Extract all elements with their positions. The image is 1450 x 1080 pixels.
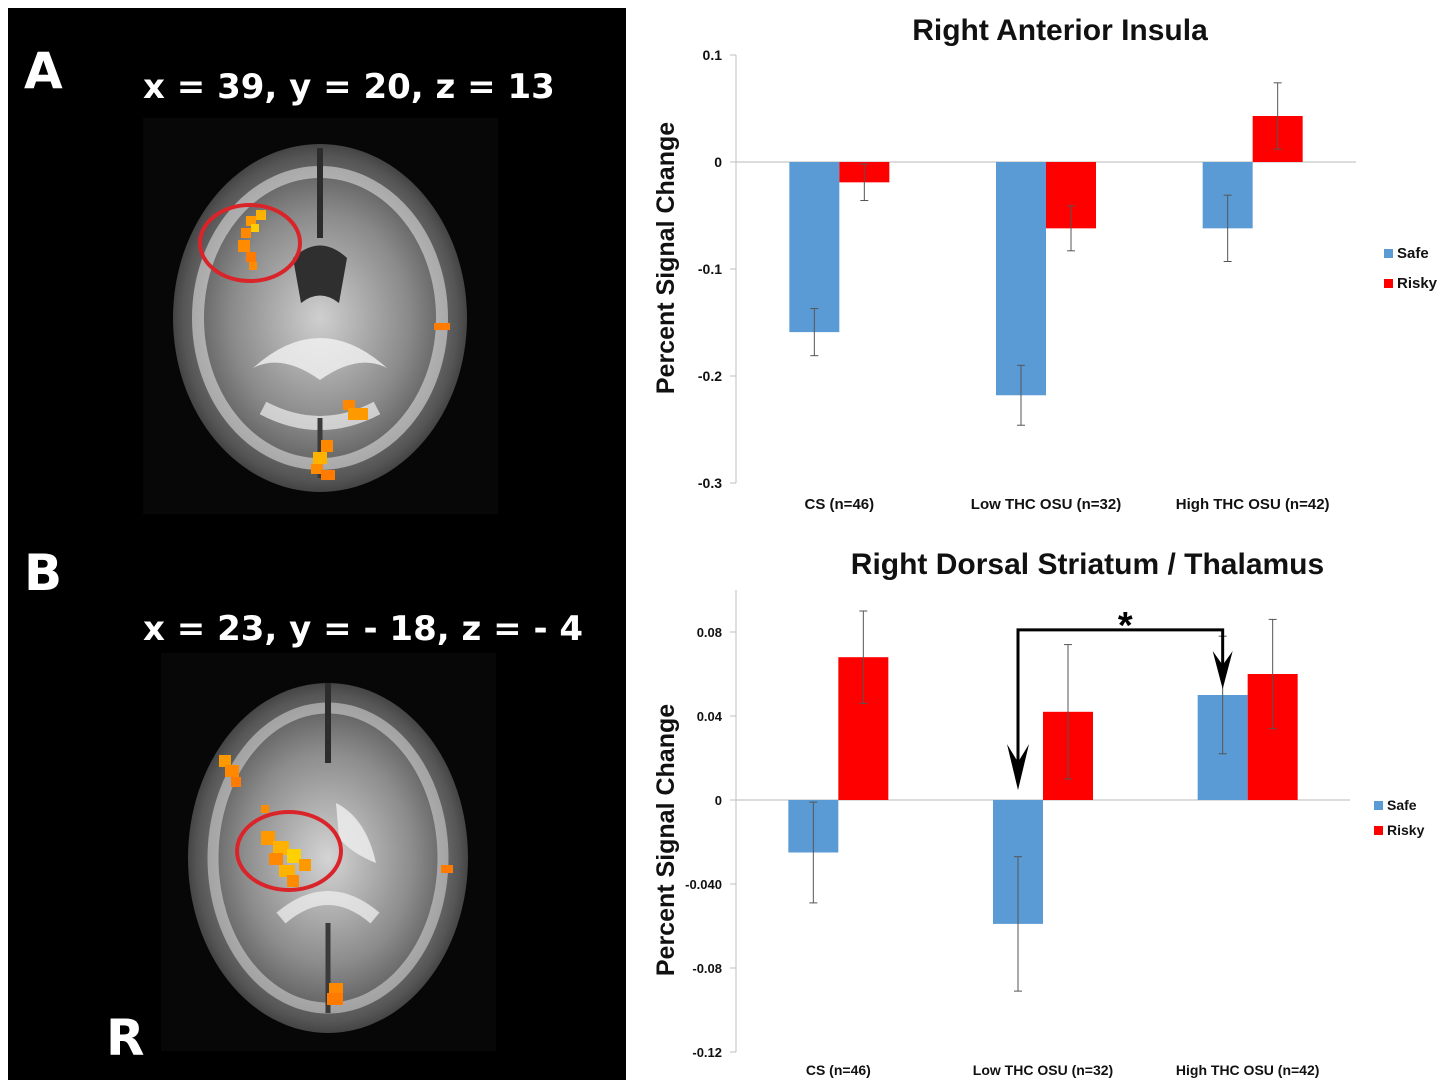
legend-swatch-risky <box>1374 826 1383 835</box>
chart-canvas: 0.08 0.04 0 -0.040 -0.08 -0.12 Percent Signal … <box>652 590 1425 1078</box>
y-tick-label: -0.2 <box>698 368 722 384</box>
y-tick-label: 0.1 <box>703 47 723 63</box>
y-tick-label: -0.040 <box>685 877 722 892</box>
x-category-label: CS (n=46) <box>806 1062 871 1078</box>
chart-canvas: 0.1 0 -0.1 -0.2 -0.3 Percent Signal Change CS … <box>652 47 1438 513</box>
y-tick-label: 0 <box>715 793 722 808</box>
x-category-label: High THC OSU (n=42) <box>1176 496 1330 513</box>
significance-asterisk: * <box>1118 605 1133 647</box>
brain-slice-b-graphic <box>188 683 468 1033</box>
chart-title: Right Anterior Insula <box>912 14 1208 47</box>
y-tick-label: -0.12 <box>692 1045 722 1060</box>
chart-title: Right Dorsal Striatum / Thalamus <box>850 548 1325 581</box>
orientation-label: R <box>106 1009 145 1067</box>
y-axis-label: Percent Signal Change <box>652 704 680 976</box>
legend-label-risky: Risky <box>1387 822 1425 838</box>
legend-swatch-safe <box>1384 249 1393 258</box>
brain-slice-a-graphic <box>173 144 467 492</box>
bar-safe <box>996 162 1046 396</box>
panel-letter-b: B <box>24 544 63 602</box>
x-category-label: Low THC OSU (n=32) <box>973 1062 1113 1078</box>
legend-label-safe: Safe <box>1397 245 1429 262</box>
y-axis-label: Percent Signal Change <box>652 122 680 394</box>
y-tick-label: -0.08 <box>692 961 722 976</box>
panel-letter-a: A <box>24 42 63 100</box>
brain-slice-b <box>161 653 496 1051</box>
arrow-head-low-thc <box>1007 744 1029 791</box>
arrow-head-high-thc <box>1212 651 1233 689</box>
y-tick-label: -0.1 <box>698 261 722 277</box>
panel-a-coordinates: x = 39, y = 20, z = 13 <box>143 67 555 107</box>
y-tick-label: 0.04 <box>697 709 723 724</box>
y-tick-label: 0 <box>714 154 722 170</box>
panel-b-coordinates: x = 23, y = - 18, z = - 4 <box>143 609 584 649</box>
y-tick-label: 0.08 <box>697 625 722 640</box>
x-category-label: CS (n=46) <box>805 496 875 513</box>
brain-image-panel: A x = 39, y = 20, z = 13 <box>8 8 626 1080</box>
bar-safe <box>789 162 840 333</box>
legend-swatch-safe <box>1374 801 1383 810</box>
brain-slice-a <box>143 118 498 514</box>
x-category-label: High THC OSU (n=42) <box>1176 1062 1320 1078</box>
x-category-label: Low THC OSU (n=32) <box>971 496 1121 513</box>
chart-right-dorsal-striatum-thalamus: Right Dorsal Striatum / Thalamus 0.08 0.0… <box>640 540 1450 1080</box>
legend-swatch-risky <box>1384 279 1393 288</box>
legend-label-risky: Risky <box>1397 275 1438 292</box>
bracket-line <box>1016 628 1225 783</box>
legend-label-safe: Safe <box>1387 797 1417 813</box>
y-tick-label: -0.3 <box>698 475 722 491</box>
chart-right-anterior-insula: Right Anterior Insula 0.1 0 -0.1 -0.2 -0.3 Pe… <box>640 10 1450 530</box>
significance-bracket <box>1007 628 1233 791</box>
